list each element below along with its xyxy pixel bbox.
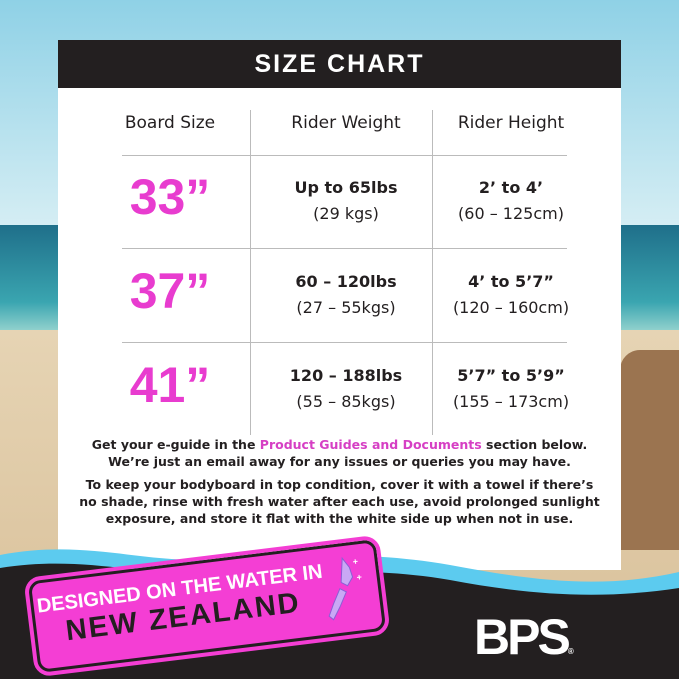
care-note: To keep your bodyboard in top condition,… <box>79 477 600 526</box>
board-size: 41” <box>129 357 211 413</box>
chart-title: SIZE CHART <box>58 40 621 88</box>
board-size: 37” <box>129 263 211 319</box>
weight: 60 – 120lbs <box>295 272 397 291</box>
weight: Up to 65lbs <box>294 178 398 197</box>
height: 5’7” to 5’9” <box>457 366 565 385</box>
height-metric: (155 – 173cm) <box>452 392 570 411</box>
product-guides-link[interactable]: Product Guides and Documents <box>259 437 482 452</box>
sandcastle-background <box>620 350 679 550</box>
divider <box>250 110 251 435</box>
note-text: section below. <box>481 437 588 452</box>
height-cell: 4’ to 5’7” (120 – 160cm) <box>421 269 601 321</box>
height: 4’ to 5’7” <box>468 272 554 291</box>
e-guide-note: Get your e-guide in the Product Guides a… <box>78 436 601 470</box>
divider <box>122 155 567 156</box>
height-metric: (60 – 125cm) <box>458 204 564 223</box>
size-chart-card: SIZE CHART Board Size Rider Weight Rider… <box>58 40 621 570</box>
divider <box>432 110 433 435</box>
board-size: 33” <box>129 169 211 225</box>
weight-metric: (29 kgs) <box>313 204 379 223</box>
new-zealand-map-icon: ++ <box>328 556 362 621</box>
bps-logo: BPS® <box>474 609 574 665</box>
weight-cell: 120 – 188lbs (55 – 85kgs) <box>256 363 436 415</box>
weight-cell: Up to 65lbs (29 kgs) <box>256 175 436 227</box>
new-zealand-badge: DESIGNED ON THE WATER IN NEW ZEALAND + + <box>23 533 391 679</box>
note-text: Get your e-guide in the <box>91 437 260 452</box>
height-cell: 2’ to 4’ (60 – 125cm) <box>421 175 601 227</box>
weight-cell: 60 – 120lbs (27 – 55kgs) <box>256 269 436 321</box>
header-rider-weight: Rider Weight <box>291 113 401 133</box>
header-board-size: Board Size <box>124 113 216 133</box>
contact-note: We’re just an email away for any issues … <box>108 454 571 469</box>
weight-metric: (27 – 55kgs) <box>296 298 396 317</box>
weight-metric: (55 – 85kgs) <box>296 392 396 411</box>
header-rider-height: Rider Height <box>457 113 565 133</box>
svg-text:+: + <box>356 572 362 583</box>
divider <box>122 342 567 343</box>
weight: 120 – 188lbs <box>289 366 403 385</box>
height-metric: (120 – 160cm) <box>452 298 570 317</box>
height-cell: 5’7” to 5’9” (155 – 173cm) <box>421 363 601 415</box>
svg-text:+: + <box>352 556 358 567</box>
height: 2’ to 4’ <box>478 178 544 197</box>
divider <box>122 248 567 249</box>
